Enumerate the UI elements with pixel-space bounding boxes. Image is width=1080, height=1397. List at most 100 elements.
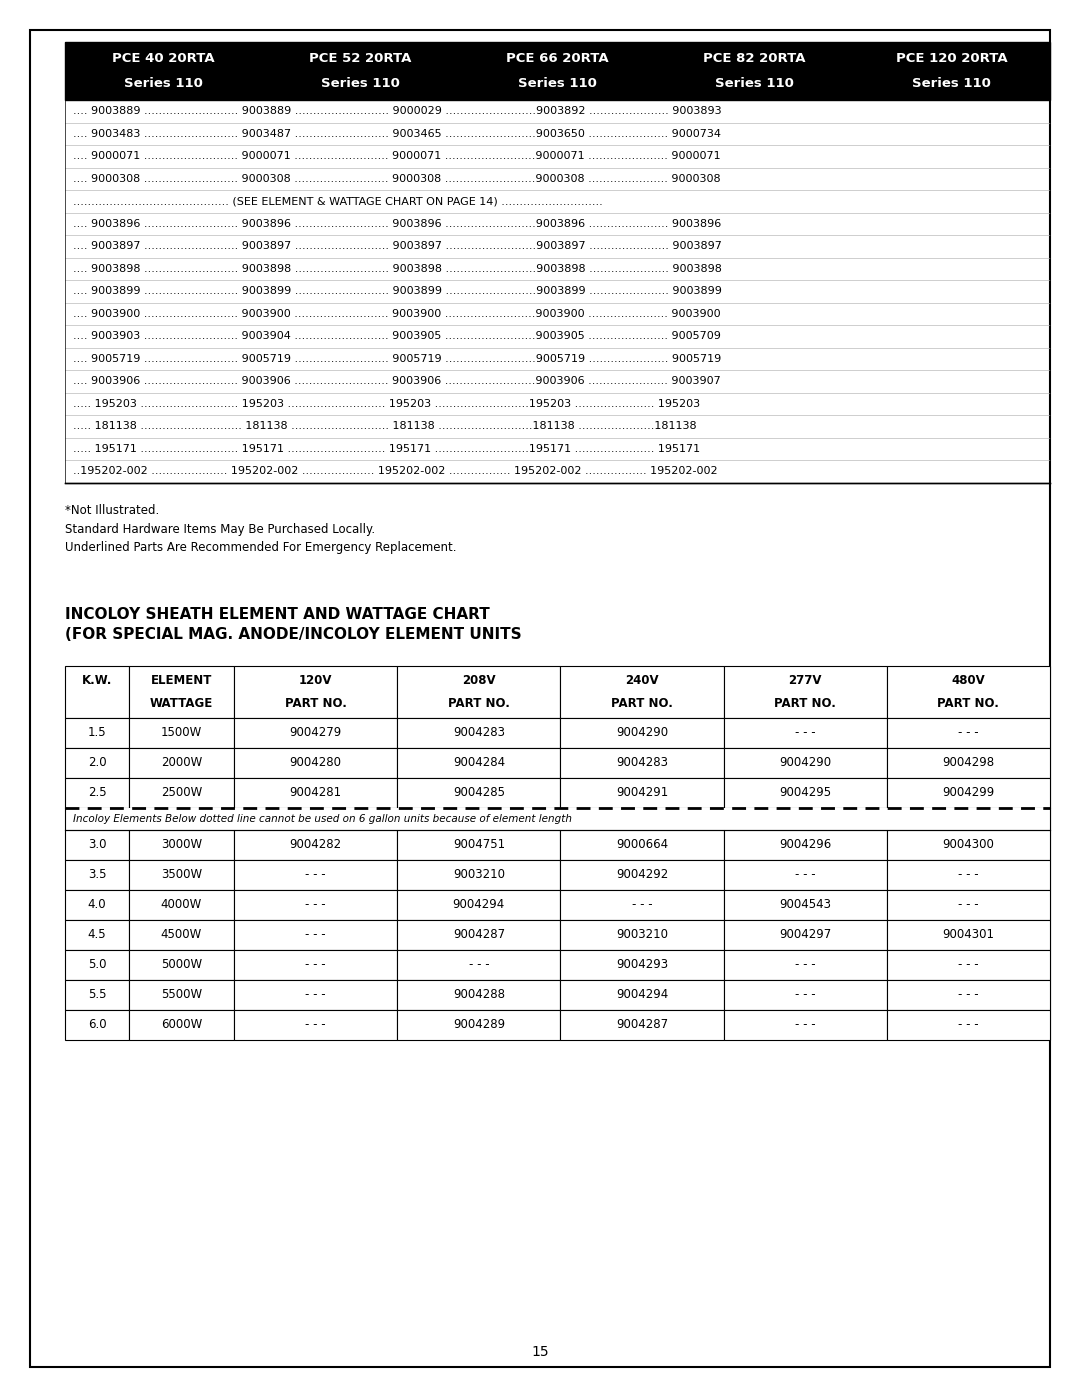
Bar: [561, 890, 724, 921]
Bar: [129, 861, 234, 890]
Bar: [724, 830, 887, 861]
Text: - - -: - - -: [958, 958, 978, 971]
Bar: [887, 921, 1050, 950]
Bar: [397, 861, 561, 890]
Text: Series 110: Series 110: [124, 77, 203, 91]
Text: 5.0: 5.0: [87, 958, 106, 971]
Bar: [397, 1010, 561, 1039]
Text: 9004284: 9004284: [453, 757, 505, 770]
Text: ........................................... (SEE ELEMENT & WATTAGE CHART ON PAGE: ........................................…: [73, 196, 603, 207]
Text: 9004299: 9004299: [942, 787, 995, 799]
Text: 15: 15: [531, 1345, 549, 1359]
Text: K.W.: K.W.: [82, 673, 112, 686]
Bar: [887, 981, 1050, 1010]
Text: .... 9003889 .......................... 9003889 .......................... 90000: .... 9003889 .......................... …: [73, 106, 721, 116]
Bar: [397, 890, 561, 921]
Text: 3000W: 3000W: [161, 838, 202, 852]
Text: Underlined Parts Are Recommended For Emergency Replacement.: Underlined Parts Are Recommended For Eme…: [65, 541, 457, 553]
Bar: [65, 747, 129, 778]
Text: PART NO.: PART NO.: [937, 697, 999, 711]
Bar: [65, 890, 129, 921]
Text: 277V: 277V: [788, 673, 822, 686]
Text: - - -: - - -: [958, 898, 978, 911]
Bar: [724, 950, 887, 981]
Bar: [65, 921, 129, 950]
Bar: [397, 830, 561, 861]
Bar: [724, 747, 887, 778]
Text: *Not Illustrated.: *Not Illustrated.: [65, 504, 159, 517]
Text: PART NO.: PART NO.: [611, 697, 673, 711]
Bar: [234, 778, 397, 807]
Text: - - -: - - -: [795, 726, 815, 739]
Bar: [65, 861, 129, 890]
Text: 9004301: 9004301: [943, 929, 995, 942]
Text: PCE 120 20RTA: PCE 120 20RTA: [895, 52, 1008, 64]
Bar: [397, 747, 561, 778]
Bar: [65, 950, 129, 981]
Bar: [397, 666, 561, 718]
Text: .... 9000308 .......................... 9000308 .......................... 90003: .... 9000308 .......................... …: [73, 173, 720, 184]
Text: 9004543: 9004543: [780, 898, 832, 911]
Text: - - -: - - -: [469, 958, 489, 971]
Text: ..... 195171 ........................... 195171 ........................... 1951: ..... 195171 ...........................…: [73, 444, 700, 454]
Text: PART NO.: PART NO.: [448, 697, 510, 711]
Text: - - -: - - -: [795, 869, 815, 882]
Bar: [724, 666, 887, 718]
Text: - - -: - - -: [306, 989, 326, 1002]
Text: .... 9003898 .......................... 9003898 .......................... 90038: .... 9003898 .......................... …: [73, 264, 721, 274]
Bar: [65, 807, 1050, 830]
Text: PART NO.: PART NO.: [285, 697, 347, 711]
Bar: [65, 778, 129, 807]
Text: - - -: - - -: [306, 1018, 326, 1031]
Bar: [234, 890, 397, 921]
Text: WATTAGE: WATTAGE: [150, 697, 213, 711]
Text: .... 9000071 .......................... 9000071 .......................... 90000: .... 9000071 .......................... …: [73, 151, 720, 161]
Text: 6000W: 6000W: [161, 1018, 202, 1031]
Text: 3500W: 3500W: [161, 869, 202, 882]
Bar: [234, 830, 397, 861]
Bar: [887, 718, 1050, 747]
Text: (FOR SPECIAL MAG. ANODE/INCOLOY ELEMENT UNITS: (FOR SPECIAL MAG. ANODE/INCOLOY ELEMENT …: [65, 627, 522, 643]
Text: 9004279: 9004279: [289, 726, 341, 739]
Bar: [65, 718, 129, 747]
Bar: [397, 921, 561, 950]
Bar: [397, 718, 561, 747]
Bar: [724, 778, 887, 807]
Bar: [129, 890, 234, 921]
Text: - - -: - - -: [306, 929, 326, 942]
Text: 9000664: 9000664: [616, 838, 669, 852]
Bar: [724, 890, 887, 921]
Text: .... 9003896 .......................... 9003896 .......................... 90038: .... 9003896 .......................... …: [73, 219, 721, 229]
Text: 4.5: 4.5: [87, 929, 106, 942]
Bar: [234, 981, 397, 1010]
Bar: [561, 666, 724, 718]
Bar: [397, 778, 561, 807]
Text: 4.0: 4.0: [87, 898, 106, 911]
Bar: [129, 981, 234, 1010]
Bar: [887, 890, 1050, 921]
Bar: [724, 861, 887, 890]
Bar: [887, 1010, 1050, 1039]
Bar: [561, 861, 724, 890]
Text: 3.5: 3.5: [87, 869, 106, 882]
Text: 9004295: 9004295: [779, 787, 832, 799]
Text: 9004289: 9004289: [453, 1018, 505, 1031]
Text: .... 9003483 .......................... 9003487 .......................... 90034: .... 9003483 .......................... …: [73, 129, 721, 138]
Text: Incoloy Elements Below dotted line cannot be used on 6 gallon units because of e: Incoloy Elements Below dotted line canno…: [73, 814, 572, 824]
Text: .... 9003900 .......................... 9003900 .......................... 90039: .... 9003900 .......................... …: [73, 309, 720, 319]
Bar: [561, 830, 724, 861]
Bar: [65, 666, 129, 718]
Text: PCE 40 20RTA: PCE 40 20RTA: [112, 52, 215, 64]
Text: 9004283: 9004283: [616, 757, 669, 770]
Bar: [65, 830, 129, 861]
Text: 9004294: 9004294: [453, 898, 505, 911]
Bar: [724, 981, 887, 1010]
Bar: [65, 981, 129, 1010]
Text: .... 9003899 .......................... 9003899 .......................... 90038: .... 9003899 .......................... …: [73, 286, 721, 296]
Text: 9004300: 9004300: [943, 838, 995, 852]
Text: 9004283: 9004283: [453, 726, 504, 739]
Text: 3.0: 3.0: [87, 838, 106, 852]
Text: .... 9003906 .......................... 9003906 .......................... 90039: .... 9003906 .......................... …: [73, 376, 720, 386]
Text: 120V: 120V: [299, 673, 333, 686]
Text: 2.0: 2.0: [87, 757, 106, 770]
